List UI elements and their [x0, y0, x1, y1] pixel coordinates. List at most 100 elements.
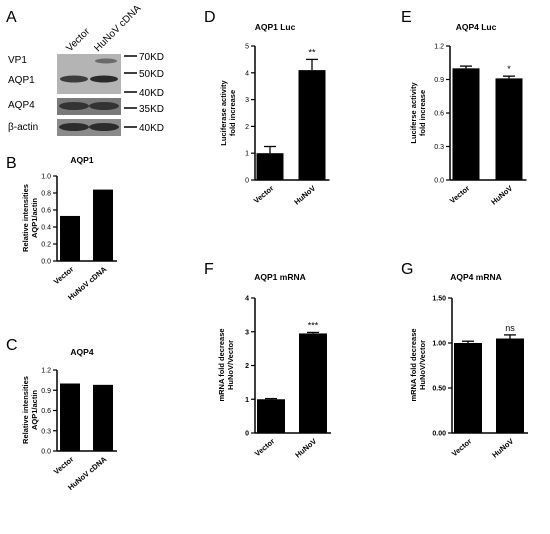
- significance-label: ***: [308, 320, 319, 330]
- y-tick-label: 0.9: [434, 77, 444, 84]
- y-axis-label-line: mRNA fold decrease: [217, 328, 226, 401]
- western-blot: Vector HuNoV cDNA VP1 AQP1 AQP4 β-actin …: [8, 3, 164, 136]
- y-tick-label: 4: [245, 296, 249, 303]
- blot-row-label: AQP1: [8, 75, 35, 86]
- chart-title: AQP1 mRNA: [254, 272, 305, 282]
- blot-row-label: β-actin: [8, 122, 38, 133]
- blot-row-label: VP1: [8, 55, 27, 66]
- category-label: Vector: [450, 437, 473, 459]
- y-tick-label: 0.3: [434, 144, 444, 151]
- chart-aqp1-luc: AQP1 Luc Luciferase activityfold increase…: [219, 22, 330, 207]
- y-tick-label: 0.00: [432, 431, 446, 438]
- bar: [495, 78, 523, 180]
- bar: [452, 68, 480, 180]
- y-axis-label-line: AQP1/actin: [30, 198, 39, 238]
- y-axis-label-line: AQP1/actin: [30, 390, 39, 430]
- chart-title: AQP1 Luc: [255, 22, 296, 32]
- category-label: Vector: [448, 184, 471, 206]
- y-tick-label: 0.6: [434, 111, 444, 118]
- bar: [60, 215, 80, 261]
- panel-letter-d: D: [204, 9, 216, 26]
- blot-band: [90, 75, 118, 83]
- y-tick-label: 0.8: [41, 191, 51, 198]
- y-tick-label: 1: [245, 397, 249, 404]
- bar: [60, 383, 80, 451]
- y-tick-label: 0.6: [41, 408, 51, 415]
- y-axis-label: mRNA fold decreaseHuNoV/Vector: [409, 328, 427, 401]
- blot-band: [59, 123, 89, 131]
- panel-letter-c: C: [6, 337, 18, 354]
- significance-label: ns: [505, 323, 515, 333]
- blot-band: [89, 102, 119, 110]
- blot-band: [89, 123, 119, 131]
- y-axis-label: mRNA fold decreaseHuNoV/Vector: [217, 328, 235, 401]
- bar: [298, 70, 326, 180]
- panel-letter-b: B: [6, 155, 17, 172]
- y-tick-label: 0.2: [41, 242, 51, 249]
- y-tick-label: 2: [245, 124, 249, 131]
- category-label: HuNoV: [489, 184, 514, 207]
- category-label: HuNoV: [293, 437, 318, 460]
- panel-letter-a: A: [6, 9, 17, 26]
- y-axis-label-line: Luciferse activity: [409, 82, 418, 144]
- y-tick-label: 1.0: [41, 174, 51, 181]
- y-axis-label: Luciferse activityfold increase: [409, 82, 427, 144]
- category-label: Vector: [52, 455, 75, 477]
- y-tick-label: 0.0: [434, 178, 444, 185]
- blot-band: [59, 102, 89, 110]
- chart-aqp1-mrna: AQP1 mRNA mRNA fold decreaseHuNoV/Vector 0…: [217, 272, 331, 460]
- chart-title: AQP4 Luc: [456, 22, 497, 32]
- category-label: HuNoV: [292, 184, 317, 207]
- y-axis-label-line: mRNA fold decrease: [409, 328, 418, 401]
- category-label: Vector: [52, 265, 75, 287]
- y-axis-label-line: fold increase: [418, 90, 427, 136]
- y-tick-label: 0.0: [41, 449, 51, 456]
- panel-letter-f: F: [204, 261, 214, 278]
- bar: [454, 343, 482, 433]
- blot-band: [60, 75, 88, 83]
- blot-lane-label: Vector: [64, 26, 92, 54]
- blot-lane-label: HuNoV cDNA: [92, 3, 143, 54]
- bar: [256, 153, 284, 180]
- bar: [299, 333, 327, 433]
- y-axis-label: Relative intensitiesAQP1/actin: [21, 376, 39, 444]
- bar: [496, 338, 524, 433]
- chart-title: AQP1: [70, 155, 93, 165]
- y-axis-label-line: Relative intensities: [21, 184, 30, 252]
- category-label: HuNoV: [490, 437, 515, 460]
- y-tick-label: 2: [245, 363, 249, 370]
- y-tick-label: 0.0: [41, 259, 51, 266]
- y-tick-label: 5: [245, 44, 249, 51]
- significance-label: *: [507, 64, 511, 74]
- y-tick-label: 1: [245, 151, 249, 158]
- y-tick-label: 3: [245, 329, 249, 336]
- y-axis-label-line: fold increase: [228, 90, 237, 136]
- chart-aqp4-luc: AQP4 Luc Luciferse activityfold increase 0…: [409, 22, 527, 207]
- marker-label: 50KD: [139, 69, 164, 80]
- y-axis-label-line: HuNoV/Vector: [226, 340, 235, 390]
- marker-label: 70KD: [139, 52, 164, 63]
- panel-letter-e: E: [401, 9, 412, 26]
- y-tick-label: 0: [245, 431, 249, 438]
- bar: [93, 189, 113, 261]
- chart-title: AQP4: [70, 347, 93, 357]
- significance-label: **: [308, 47, 316, 57]
- blot-row-label: AQP4: [8, 100, 35, 111]
- chart-aqp4-mrna: AQP4 mRNA mRNA fold decreaseHuNoV/Vector 0…: [409, 272, 528, 460]
- y-axis-label-line: Luciferase activity: [219, 79, 228, 145]
- y-tick-label: 1.2: [434, 44, 444, 51]
- marker-label: 35KD: [139, 104, 164, 115]
- y-tick-label: 0.6: [41, 208, 51, 215]
- y-tick-label: 0.3: [41, 428, 51, 435]
- blot-band: [95, 58, 117, 64]
- category-label: Vector: [253, 437, 276, 459]
- y-tick-label: 1.50: [432, 296, 446, 303]
- category-label: Vector: [252, 184, 275, 206]
- y-axis-label: Luciferase activityfold increase: [219, 79, 237, 145]
- y-axis-label: Relative intensitiesAQP1/actin: [21, 184, 39, 252]
- marker-label: 40KD: [139, 123, 164, 134]
- y-tick-label: 0: [245, 178, 249, 185]
